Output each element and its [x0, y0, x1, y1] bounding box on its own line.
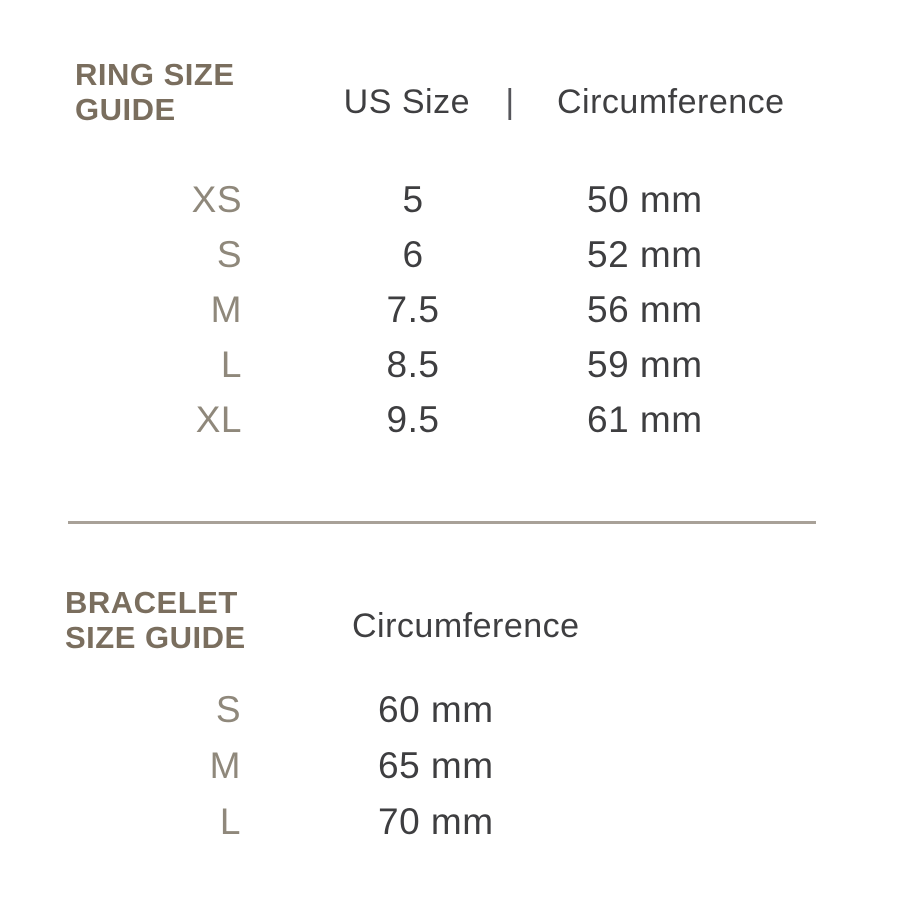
bracelet-guide-title-line2: SIZE GUIDE: [65, 620, 246, 655]
size-label: L: [220, 343, 242, 385]
table-row: S 6 52 mm: [0, 227, 900, 282]
ring-guide-title: RING SIZE GUIDE: [75, 57, 235, 127]
circumference-value: 61 mm: [587, 398, 703, 440]
table-row: L 8.5 59 mm: [0, 337, 900, 392]
size-label: XS: [191, 178, 242, 220]
header-separator-bar: |: [505, 83, 515, 121]
circumference-value: 52 mm: [587, 233, 703, 275]
section-divider: [68, 521, 816, 524]
us-size-value: 6: [402, 233, 424, 275]
circumference-value: 65 mm: [378, 745, 494, 786]
ring-guide-title-line2: GUIDE: [75, 92, 176, 127]
us-size-value: 5: [402, 178, 424, 220]
circumference-column-header: Circumference: [352, 607, 580, 645]
size-label: M: [209, 745, 241, 786]
size-label: S: [216, 233, 242, 275]
size-label: M: [210, 288, 242, 330]
circumference-value: 70 mm: [378, 801, 494, 842]
table-row: M 65 mm: [0, 738, 900, 794]
us-size-column-header: US Size: [343, 83, 470, 121]
circumference-value: 60 mm: [378, 689, 494, 730]
size-label: L: [219, 801, 241, 842]
bracelet-table-header: Circumference: [352, 608, 580, 644]
circumference-value: 59 mm: [587, 343, 703, 385]
bracelet-guide-title: BRACELET SIZE GUIDE: [65, 585, 246, 655]
table-row: M 7.5 56 mm: [0, 282, 900, 337]
table-row: XS 5 50 mm: [0, 172, 900, 227]
size-label: S: [215, 689, 241, 730]
ring-table-body: XS 5 50 mm S 6 52 mm M 7.5 56 mm L 8.5 5…: [0, 172, 900, 447]
table-row: S 60 mm: [0, 682, 900, 738]
us-size-value: 8.5: [386, 343, 440, 385]
table-row: L 70 mm: [0, 794, 900, 850]
ring-guide-title-line1: RING SIZE: [75, 57, 235, 92]
circumference-column-header: Circumference: [557, 83, 785, 121]
circumference-value: 56 mm: [587, 288, 703, 330]
us-size-value: 7.5: [386, 288, 440, 330]
bracelet-guide-title-line1: BRACELET: [65, 585, 238, 620]
us-size-value: 9.5: [386, 398, 440, 440]
ring-table-header: US Size | Circumference: [0, 84, 900, 120]
bracelet-table-body: S 60 mm M 65 mm L 70 mm: [0, 682, 900, 850]
table-row: XL 9.5 61 mm: [0, 392, 900, 447]
circumference-value: 50 mm: [587, 178, 703, 220]
size-label: XL: [195, 398, 242, 440]
